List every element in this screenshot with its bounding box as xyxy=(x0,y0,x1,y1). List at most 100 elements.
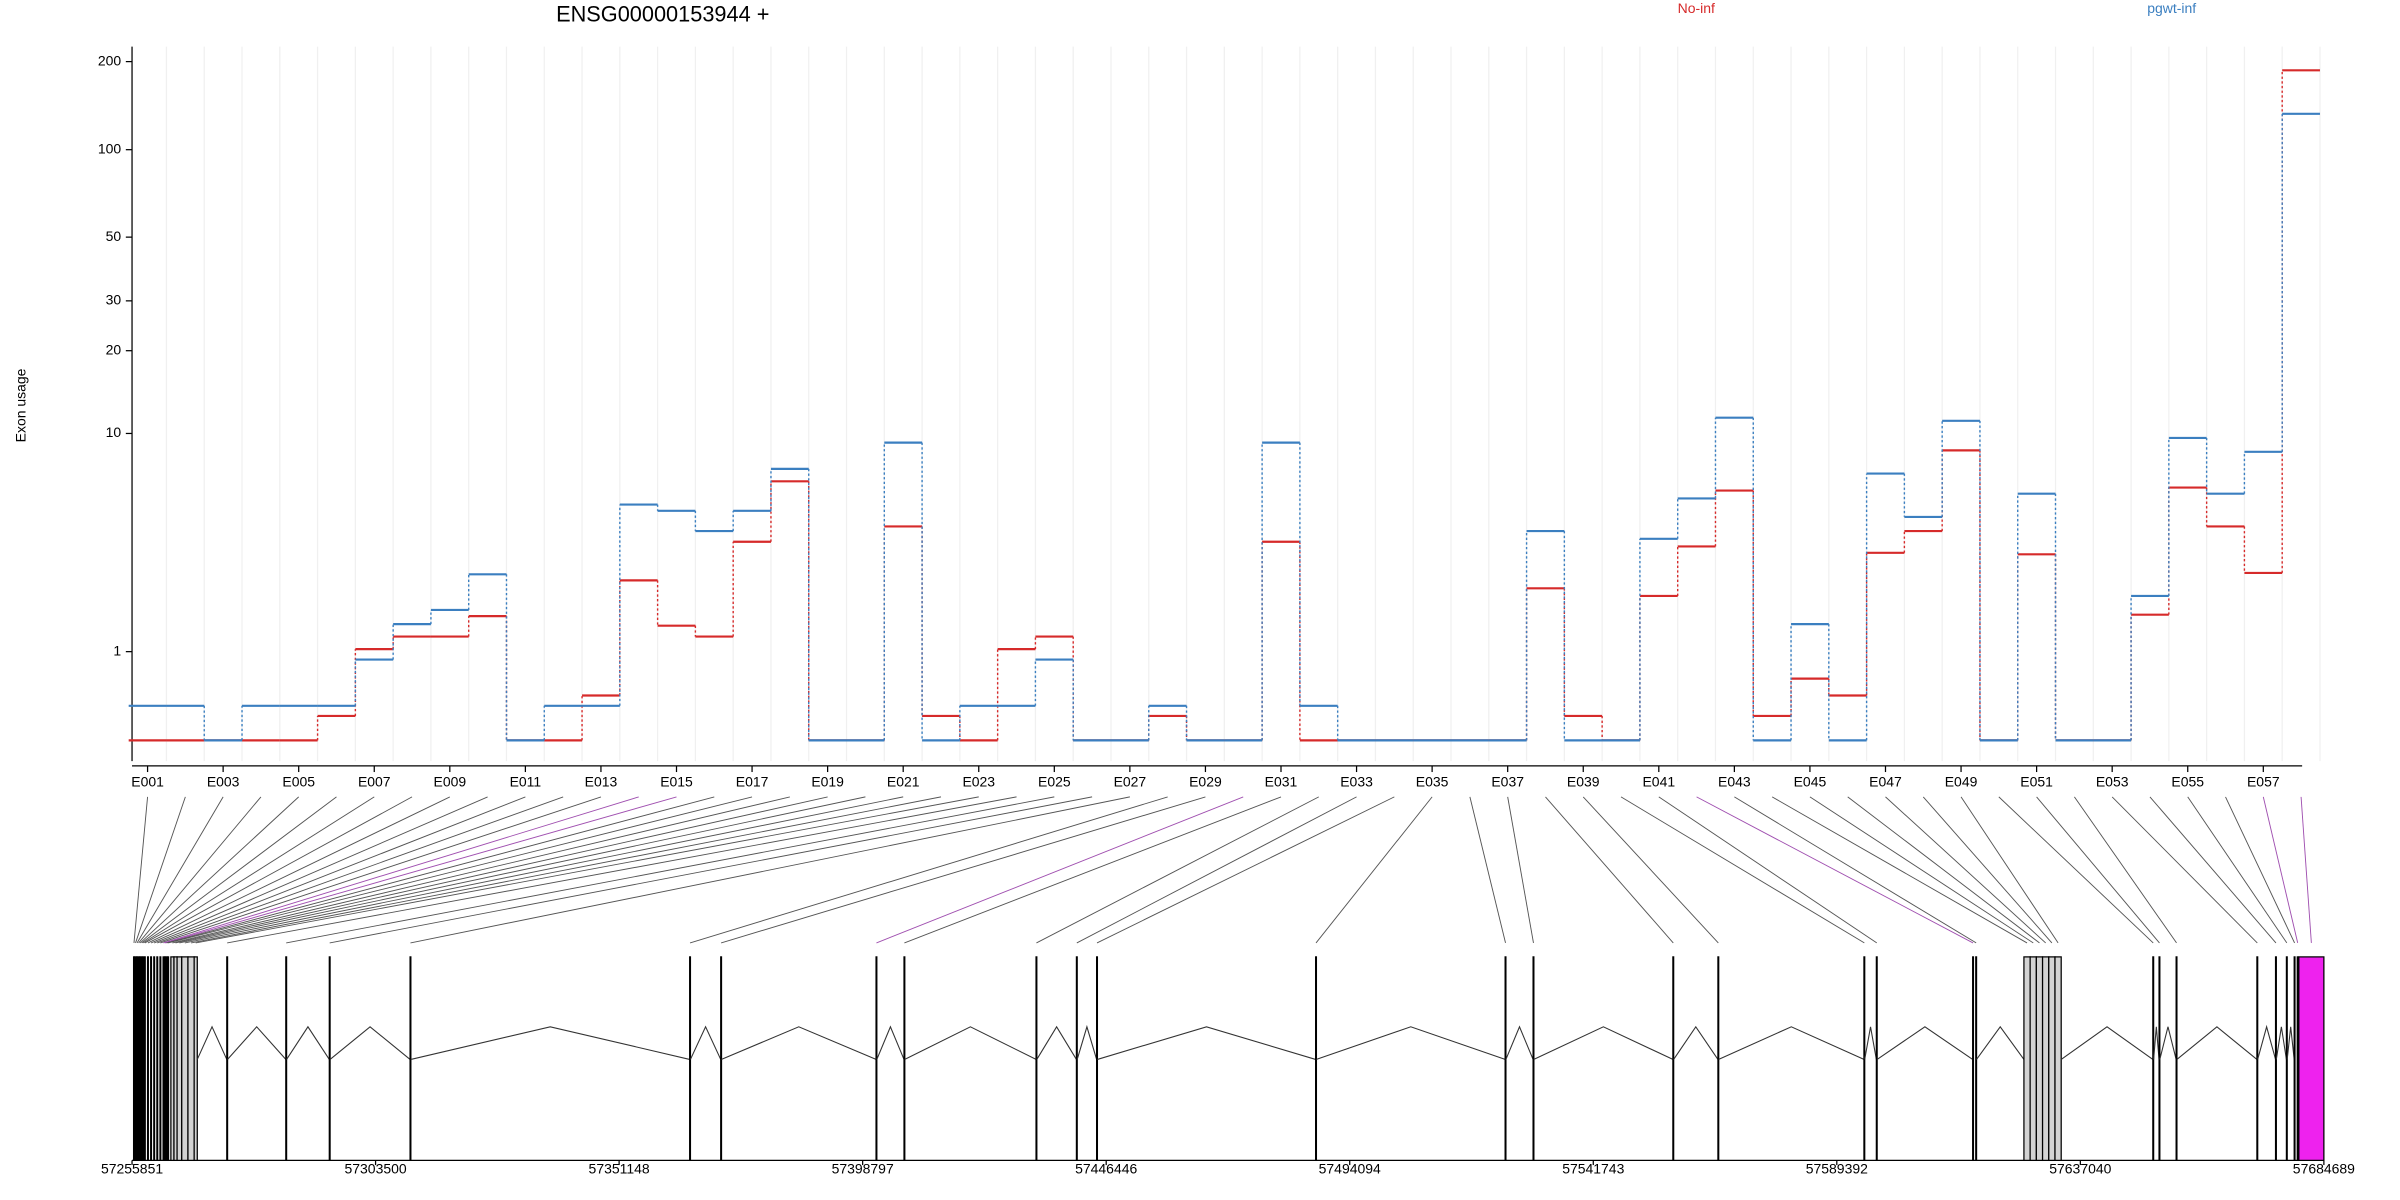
exon-link xyxy=(2036,796,2160,944)
exon xyxy=(153,956,156,1162)
intron xyxy=(410,1026,690,1060)
y-axis-label: Exon usage xyxy=(12,368,28,442)
exon-link xyxy=(1771,796,2028,944)
exon-link xyxy=(1847,796,2040,944)
exon-link xyxy=(1809,796,2034,944)
intron xyxy=(196,1025,228,1060)
exon-link xyxy=(1545,796,1674,944)
intron xyxy=(1976,1025,2025,1060)
exon xyxy=(134,956,137,1162)
exon-link xyxy=(286,796,1055,944)
y-tick-label: 200 xyxy=(98,52,122,68)
exon-link xyxy=(1998,796,2154,944)
exon-link xyxy=(1315,796,1433,944)
exon-link xyxy=(135,796,186,944)
exon-link xyxy=(144,796,413,944)
exon-link xyxy=(2111,796,2258,944)
exon-link xyxy=(689,796,1168,944)
intron xyxy=(1864,1026,1877,1060)
exon xyxy=(181,956,189,1162)
genomic-tick-label: 57637040 xyxy=(2049,1160,2111,1176)
exon xyxy=(2298,956,2325,1162)
intron xyxy=(1036,1025,1077,1060)
intron xyxy=(2275,1026,2287,1060)
exon-link xyxy=(1922,796,2053,944)
exon xyxy=(142,956,145,1162)
intron xyxy=(1316,1026,1506,1060)
x-tick-label: E035 xyxy=(1416,774,1449,790)
exon-link xyxy=(141,796,337,944)
intron xyxy=(2176,1026,2258,1060)
x-tick-label: E017 xyxy=(736,774,769,790)
intron xyxy=(1876,1026,1973,1060)
exon xyxy=(2296,956,2299,1162)
y-tick-label: 100 xyxy=(98,140,122,156)
chart-title: ENSG00000153944 + xyxy=(556,1,769,26)
exon-link xyxy=(2187,796,2288,944)
x-tick-label: E053 xyxy=(2096,774,2129,790)
exon-link xyxy=(139,796,300,944)
exon xyxy=(132,956,135,1162)
exon xyxy=(2175,956,2178,1162)
intron xyxy=(1533,1026,1674,1060)
exon xyxy=(139,956,142,1162)
exon-link xyxy=(1507,796,1534,943)
genomic-tick-label: 57446446 xyxy=(1075,1160,1137,1176)
exon-link xyxy=(904,796,1282,944)
exon xyxy=(167,956,170,1162)
genomic-tick-label: 57494094 xyxy=(1319,1160,1381,1176)
intron xyxy=(721,1026,877,1060)
exon-link xyxy=(163,796,639,944)
y-tick-label: 1 xyxy=(113,642,121,658)
exon-link xyxy=(2149,796,2277,944)
exon xyxy=(2029,956,2037,1162)
exon xyxy=(226,956,229,1162)
genomic-tick-label: 57541743 xyxy=(1562,1160,1624,1176)
x-tick-label: E049 xyxy=(1945,774,1978,790)
intron xyxy=(286,1025,330,1060)
exon-link xyxy=(1096,796,1395,944)
exon-link xyxy=(136,796,224,944)
exon xyxy=(176,956,183,1162)
exon xyxy=(150,956,153,1162)
exon-link xyxy=(133,796,149,943)
exon-link xyxy=(410,796,1130,944)
exon-link xyxy=(1036,796,1319,944)
exon-link xyxy=(195,796,979,944)
exon-link xyxy=(164,796,677,944)
x-tick-label: E025 xyxy=(1038,774,1071,790)
genomic-tick-label: 57255851 xyxy=(101,1160,163,1176)
exon-link xyxy=(1582,796,1719,944)
exon xyxy=(1875,956,1878,1162)
exon-link xyxy=(1960,796,2059,944)
exon xyxy=(146,956,149,1162)
exon xyxy=(1315,956,1318,1162)
genomic-tick-label: 57303500 xyxy=(345,1160,407,1176)
x-tick-label: E051 xyxy=(2020,774,2053,790)
exon xyxy=(140,956,143,1162)
exon-link xyxy=(1696,796,1974,944)
exon-link xyxy=(184,796,904,944)
exon-link xyxy=(1658,796,1878,944)
exon xyxy=(187,956,195,1162)
exon xyxy=(137,956,140,1162)
exon-link xyxy=(138,796,262,944)
y-tick-label: 10 xyxy=(106,424,122,440)
exon xyxy=(2048,956,2056,1162)
intron xyxy=(1076,1024,1098,1060)
genomic-tick-label: 57589392 xyxy=(1806,1160,1868,1176)
x-tick-label: E033 xyxy=(1340,774,1373,790)
exon-link xyxy=(179,796,866,944)
x-tick-label: E043 xyxy=(1718,774,1751,790)
exon-link xyxy=(147,796,451,944)
exon-link xyxy=(1469,796,1506,944)
exon-link xyxy=(150,796,488,944)
exon xyxy=(136,956,139,1162)
genomic-tick-label: 57351148 xyxy=(589,1160,650,1176)
x-tick-label: E045 xyxy=(1794,774,1827,790)
exon xyxy=(162,956,165,1162)
exon-link xyxy=(329,796,1093,944)
exon xyxy=(2035,956,2044,1162)
x-tick-label: E041 xyxy=(1642,774,1675,790)
x-tick-label: E001 xyxy=(131,774,164,790)
